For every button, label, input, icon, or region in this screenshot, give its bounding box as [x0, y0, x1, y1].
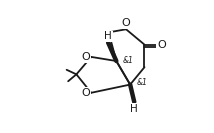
- Text: O: O: [122, 18, 131, 28]
- Text: H: H: [130, 103, 138, 114]
- Text: O: O: [157, 40, 166, 50]
- Text: H: H: [104, 31, 112, 41]
- Text: O: O: [82, 88, 90, 98]
- Text: &1: &1: [137, 78, 148, 86]
- Text: &1: &1: [123, 56, 134, 65]
- Text: O: O: [82, 52, 90, 62]
